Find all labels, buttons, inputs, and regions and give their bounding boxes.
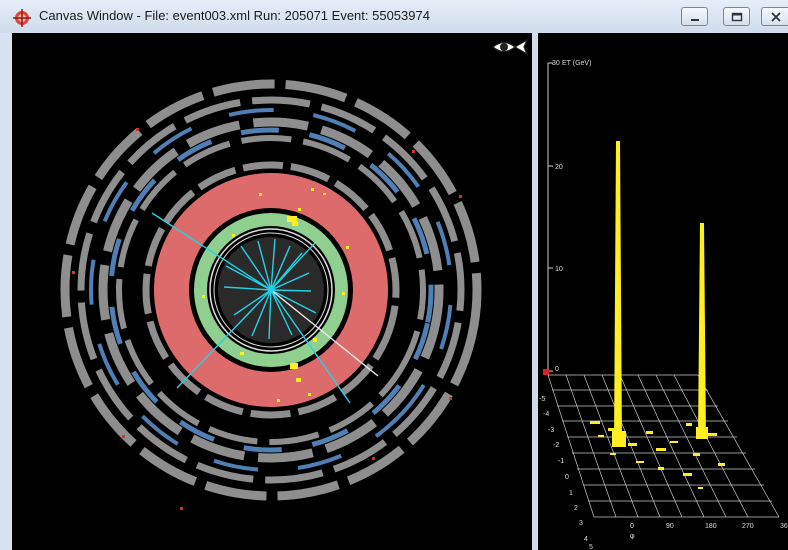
- lego-peaks: [612, 141, 708, 447]
- minimize-icon: [691, 19, 699, 21]
- close-icon: [771, 12, 781, 22]
- svg-text:1: 1: [569, 490, 573, 497]
- floor-grid: [547, 374, 780, 518]
- lego-towers: [590, 421, 725, 489]
- muon-hits: [72, 128, 462, 510]
- z-tick-0: 0: [555, 366, 559, 373]
- svg-text:-5: -5: [539, 396, 545, 403]
- svg-text:4: 4: [584, 536, 588, 543]
- svg-text:2: 2: [574, 505, 578, 512]
- et-axis-title: ET (GeV): [562, 60, 591, 67]
- svg-text:270: 270: [742, 523, 754, 530]
- muon-blue-layers: [89, 108, 453, 472]
- svg-text:-4: -4: [543, 411, 549, 418]
- svg-text:-1: -1: [558, 458, 564, 465]
- svg-text:5: 5: [589, 544, 593, 550]
- app-icon: [13, 9, 31, 27]
- title-bar[interactable]: Canvas Window - File: event003.xml Run: …: [0, 0, 788, 33]
- missing-et-line: [270, 289, 379, 377]
- pane-divider[interactable]: [532, 33, 538, 550]
- maximize-button[interactable]: [723, 7, 750, 26]
- muon-chambers: [60, 79, 482, 501]
- phi-label: φ: [630, 533, 635, 540]
- eye-icon[interactable]: [491, 37, 529, 57]
- detector-view[interactable]: [12, 33, 532, 550]
- svg-text:-3: -3: [548, 427, 554, 434]
- svg-text:90: 90: [666, 523, 674, 530]
- z-tick-30: 30: [552, 60, 560, 67]
- particle-tracks: [151, 212, 351, 404]
- phi-ticks: 0 90 180 270 36 φ: [630, 523, 788, 540]
- svg-text:180: 180: [705, 523, 717, 530]
- svg-text:3: 3: [579, 520, 583, 527]
- svg-text:0: 0: [630, 523, 634, 530]
- svg-text:0: 0: [565, 474, 569, 481]
- energy-deposits: [202, 188, 349, 402]
- svg-text:36: 36: [780, 523, 788, 530]
- detector-diagram[interactable]: [12, 33, 532, 550]
- lego-plot[interactable]: 30 ET (GeV) 20 10 0: [538, 33, 788, 550]
- eta-ticks: -5 -4 -3 -2 -1 0 1 2 3 4 5: [539, 396, 593, 550]
- lego-plot-view[interactable]: 30 ET (GeV) 20 10 0: [538, 33, 788, 550]
- z-tick-10: 10: [555, 266, 563, 273]
- minimize-button[interactable]: [681, 7, 708, 26]
- maximize-icon: [731, 12, 743, 22]
- window-title: Canvas Window - File: event003.xml Run: …: [39, 8, 430, 23]
- svg-text:-2: -2: [553, 442, 559, 449]
- origin-marker: [543, 369, 549, 375]
- z-tick-20: 20: [555, 164, 563, 171]
- close-button[interactable]: [761, 7, 788, 26]
